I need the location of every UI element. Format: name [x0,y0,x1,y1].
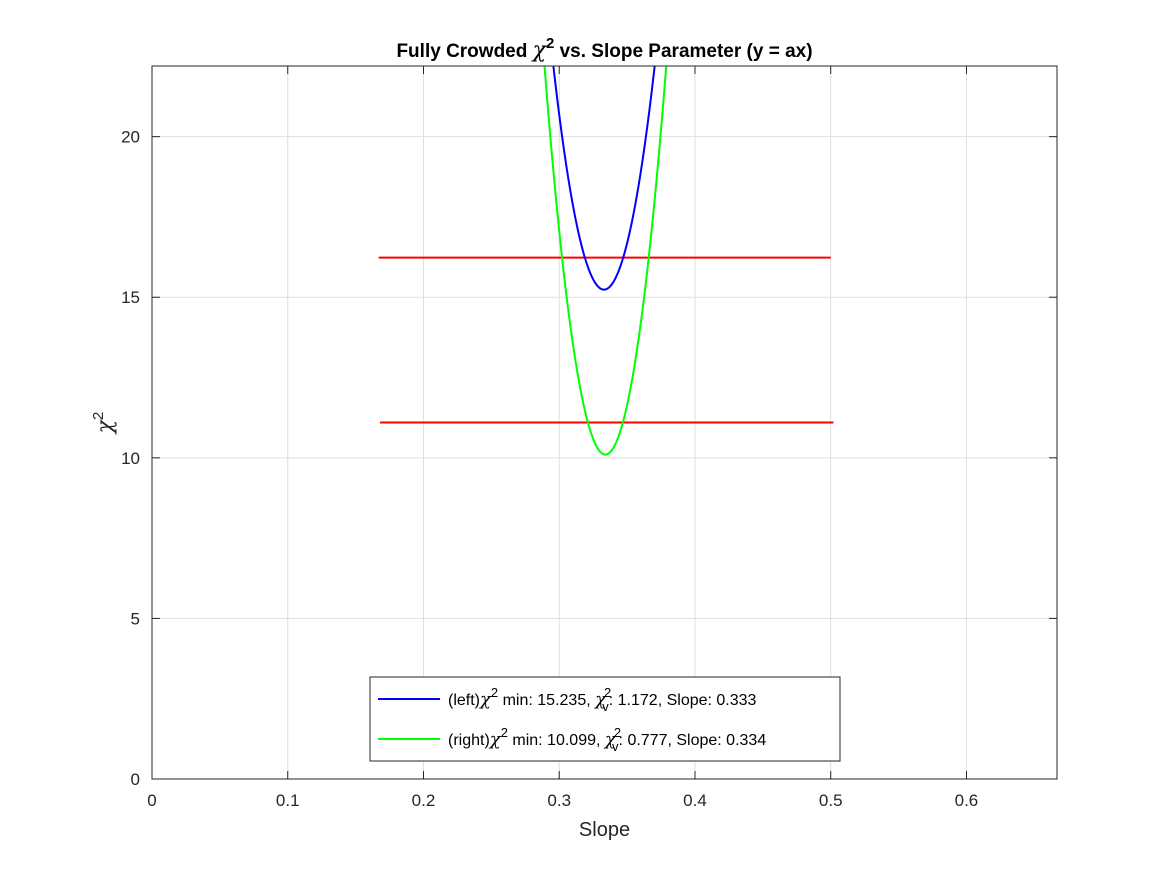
y-axis-label-group: χ2 [90,412,118,436]
y-axis-label: χ2 [90,412,118,436]
x-tick-label: 0.6 [955,791,979,810]
series-line-2 [543,66,668,456]
x-tick-label: 0.4 [683,791,707,810]
plot-area: 0 0.1 0.2 0.3 0.4 0.5 0.6 0 5 10 15 20 Fully Crowded… [90,35,1058,841]
y-tick-label: 5 [131,609,140,628]
y-label-chi-symbol: χ [93,418,118,435]
title-prefix: Fully Crowded [396,41,532,62]
title-suffix: vs. Slope Parameter (y = ax) [554,41,812,62]
legend-chi-symbol: χ [478,689,492,710]
x-axis-label: Slope [579,819,630,841]
legend-min-text: min: 10.099, [508,732,605,749]
x-tick-label: 0.3 [547,791,571,810]
legend-superscript: 2 [501,725,508,740]
legend-nu-superscript: 2 [614,725,621,740]
legend-prefix: (right) [448,732,490,749]
x-tick-label: 0 [147,791,156,810]
legend-box [369,676,841,762]
legend-prefix: (left) [448,692,480,709]
axes-box [151,65,1058,780]
legend-chi-nu-symbol: χ [593,689,607,710]
y-tick-label: 10 [121,449,140,468]
legend-superscript: 2 [491,685,498,700]
legend-chi-symbol: χ [488,729,502,750]
y-tick-label: 0 [131,770,140,789]
legend-min-text: min: 15.235, [498,692,595,709]
chart-title: Fully Crowded χ2 vs. Slope Parameter (y … [396,35,812,63]
legend-rest-text: : 0.777, Slope: 0.334 [619,732,767,749]
legend-nu-superscript: 2 [604,685,611,700]
title-chi-symbol: χ [531,38,548,63]
legend-nu-subscript: v [612,739,619,754]
legend-entry-2: (right)χ2 min: 10.099, χ2 v: 0.777, Slope… [448,725,766,754]
legend: (left)χ2 min: 15.235, χ2 v: 1.172, Slope:… [369,676,841,762]
series-line-1 [552,66,656,291]
x-tick-label: 0.5 [819,791,843,810]
legend-nu-subscript: v [602,699,609,714]
legend-entry-1: (left)χ2 min: 15.235, χ2 v: 1.172, Slope:… [448,685,757,714]
y-tick-label: 20 [121,128,140,147]
title-superscript: 2 [546,35,554,52]
legend-chi-nu-symbol: χ [603,729,617,750]
x-tick-label: 0.1 [276,791,300,810]
y-label-superscript: 2 [90,412,107,420]
legend-rest-text: : 1.172, Slope: 0.333 [609,692,757,709]
x-tick-label: 0.2 [412,791,436,810]
y-tick-label: 15 [121,288,140,307]
